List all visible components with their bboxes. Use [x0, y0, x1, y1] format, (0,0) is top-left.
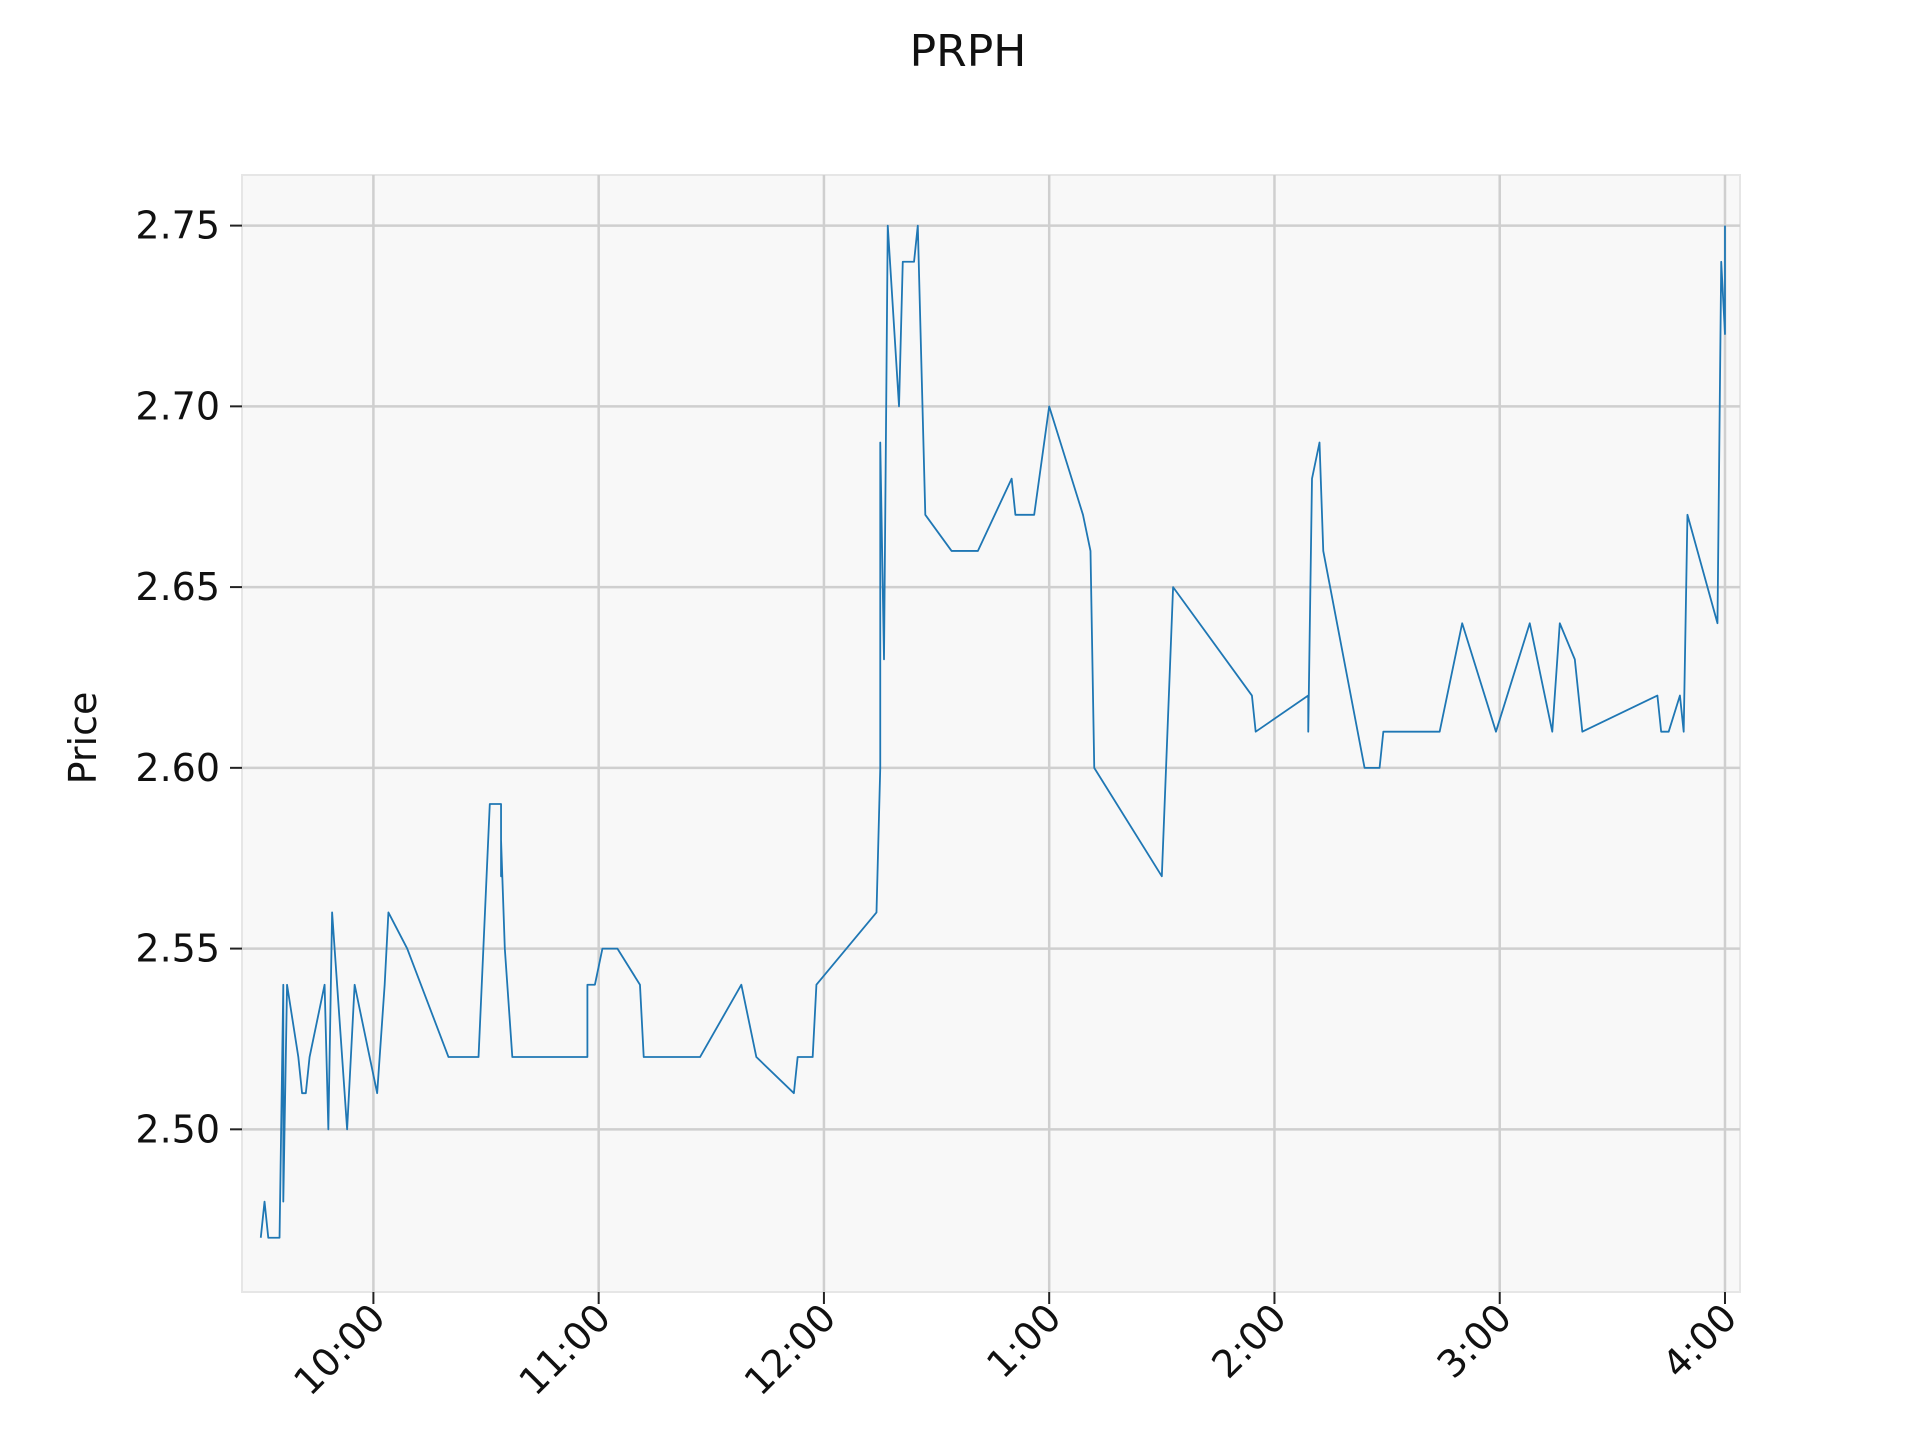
chart-title: PRPH: [910, 26, 1027, 77]
x-tick-label: 12:00: [736, 1295, 845, 1404]
plot-area: [241, 174, 1741, 1293]
y-tick-label: 2.50: [135, 1107, 220, 1151]
x-tick-label: 11:00: [510, 1295, 619, 1404]
y-tick-label: 2.65: [135, 565, 220, 609]
y-tick-label: 2.70: [135, 384, 220, 428]
x-tick-label: 2:00: [1203, 1295, 1294, 1386]
y-gridlines: [242, 224, 1740, 1131]
y-axis-label: Price: [61, 692, 105, 785]
x-tick-label: 3:00: [1429, 1295, 1520, 1386]
x-tick-label: 1:00: [978, 1295, 1069, 1386]
series-layer: [259, 224, 1726, 1239]
x-tick-labels: 10:00 11:00 12:00 1:00 2:00 3:00 4:00: [285, 1292, 1745, 1404]
x-tick-label: 10:00: [285, 1295, 394, 1404]
y-tick-label: 2.75: [135, 204, 220, 248]
x-gridlines: [372, 175, 1727, 1292]
series-line: [259, 224, 1726, 1239]
x-tick-label: 4:00: [1654, 1295, 1745, 1386]
y-tick-label: 2.60: [135, 746, 220, 790]
y-tick-labels: 2.50 2.55 2.60 2.65 2.70 2.75: [135, 204, 242, 1151]
y-tick-label: 2.55: [135, 927, 220, 971]
